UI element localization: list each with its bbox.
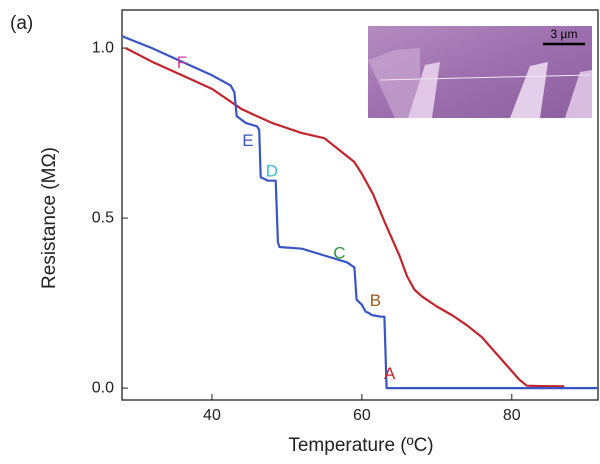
annotation: B <box>370 291 381 310</box>
annotation: E <box>242 131 253 150</box>
x-tick-label: 60 <box>353 407 371 424</box>
annotation: F <box>177 53 187 72</box>
annotation: C <box>333 243 345 262</box>
inset-scale-label: 3 µm <box>551 27 578 41</box>
inset-image: 3 µm <box>368 26 592 118</box>
annotation: A <box>384 364 396 383</box>
plot-frame <box>121 9 599 401</box>
x-tick-label: 80 <box>503 407 521 424</box>
y-tick-label: 0.0 <box>92 379 114 396</box>
x-axis-label: Temperature (ºC) <box>288 435 433 456</box>
panel-label: (a) <box>10 13 33 34</box>
y-tick-label: 1.0 <box>92 39 114 56</box>
y-tick-label: 0.5 <box>92 209 114 226</box>
x-tick-label: 40 <box>203 407 221 424</box>
data-line <box>121 35 598 390</box>
y-axis-label: Resistance (MΩ) <box>39 147 60 289</box>
annotation: D <box>266 162 278 181</box>
data-line <box>125 47 565 388</box>
